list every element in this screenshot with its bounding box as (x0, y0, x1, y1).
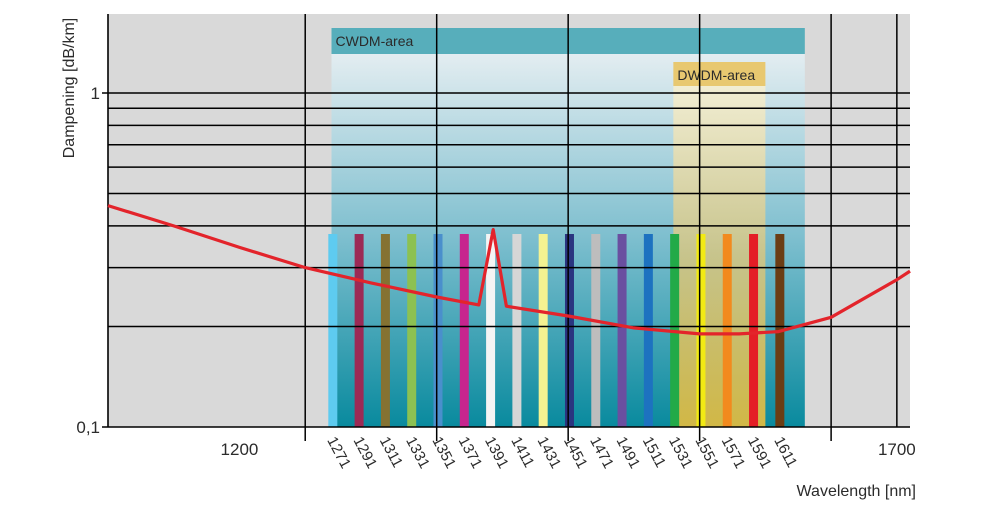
channel-label-1291: 1291 (350, 434, 381, 471)
channel-label-1611: 1611 (770, 434, 800, 470)
channel-label-1371: 1371 (455, 434, 486, 471)
channel-label-1271: 1271 (323, 434, 354, 471)
channel-label-1471: 1471 (586, 434, 617, 471)
y-axis-label: Dampening [dB/km] (61, 18, 78, 159)
channel-bar-1471 (591, 234, 601, 427)
channel-label-1391: 1391 (481, 434, 512, 471)
channel-bar-1391 (486, 234, 496, 427)
dwdm-area-label: DWDM-area (677, 67, 755, 83)
channel-bar-1411 (512, 234, 522, 427)
channel-label-1551: 1551 (691, 434, 722, 471)
channel-label-1571: 1571 (718, 434, 749, 471)
channel-label-1491: 1491 (613, 434, 644, 471)
grid-layer (102, 14, 910, 441)
channel-bar-1451 (564, 234, 574, 427)
channel-label-1311: 1311 (376, 434, 406, 470)
channel-label-1511: 1511 (639, 434, 669, 470)
channel-bar-1371 (459, 234, 469, 427)
channel-label-1331: 1331 (402, 434, 433, 471)
channel-bar-1331 (407, 234, 417, 427)
cwdm-area-label: CWDM-area (336, 33, 414, 49)
x-tick-label: 1700 (878, 440, 916, 459)
channel-bar-1431 (538, 234, 548, 427)
x-tick-label: 1200 (221, 440, 259, 459)
channel-label-1351: 1351 (428, 434, 459, 471)
channel-bar-1551 (696, 234, 706, 427)
channel-bar-1311 (380, 234, 390, 427)
channel-bar-1571 (722, 234, 732, 427)
x-axis-label: Wavelength [nm] (797, 483, 916, 500)
channel-label-1591: 1591 (744, 434, 775, 471)
channel-bar-1351 (433, 234, 443, 427)
y-tick-label: 1 (91, 84, 100, 103)
channel-bar-1491 (617, 234, 627, 427)
channel-bar-1291 (354, 234, 364, 427)
attenuation-line (107, 204, 911, 336)
channel-label-1531: 1531 (665, 434, 696, 471)
y-tick-label: 0,1 (76, 418, 100, 437)
channel-bar-1271 (328, 234, 338, 427)
channel-bar-1591 (749, 234, 759, 427)
channel-label-1431: 1431 (534, 434, 565, 471)
line-layer (107, 204, 911, 336)
channel-label-1411: 1411 (507, 434, 537, 470)
dwdm-area-band (673, 62, 766, 86)
channel-label-1451: 1451 (560, 434, 591, 471)
